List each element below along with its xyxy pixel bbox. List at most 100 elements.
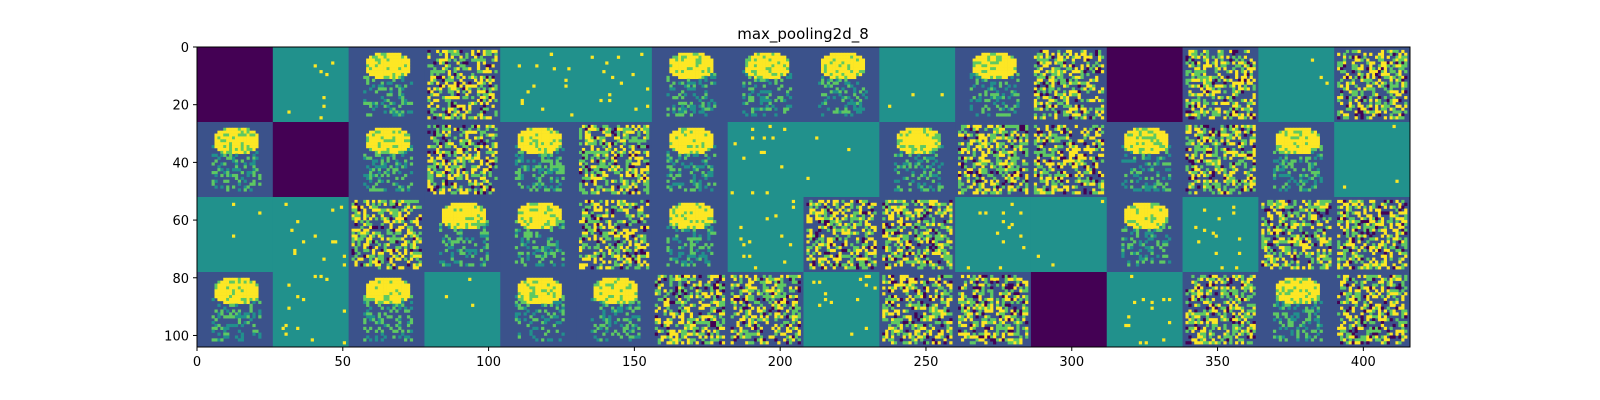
- tile-pixel: [850, 58, 854, 62]
- tile-pixel: [453, 67, 457, 71]
- tile-pixel: [672, 130, 676, 134]
- tile-pixel: [1004, 176, 1008, 180]
- tile-pixel: [1202, 104, 1207, 108]
- tile-pixel: [441, 70, 446, 74]
- tile-pixel: [666, 78, 670, 82]
- tile-pixel: [371, 130, 376, 134]
- tile-pixel: [494, 52, 498, 56]
- tile-pixel: [590, 176, 594, 180]
- tile-pixel: [908, 147, 912, 152]
- tile-pixel: [1194, 153, 1198, 157]
- tile-pixel: [701, 70, 705, 74]
- tile-pixel: [1235, 168, 1239, 172]
- tile-pixel: [993, 96, 997, 100]
- tile-pixel: [590, 188, 594, 192]
- tile-pixel: [1095, 96, 1099, 100]
- tile-pixel: [937, 188, 941, 192]
- tile-pixel: [1404, 61, 1408, 65]
- tile-pixel: [1048, 147, 1052, 152]
- tile-pixel: [1063, 78, 1067, 82]
- tile-pixel: [631, 182, 635, 186]
- tile-pixel: [433, 136, 437, 140]
- tile-pixel: [768, 61, 772, 65]
- tile-pixel: [966, 168, 971, 172]
- tile-pixel: [584, 130, 589, 134]
- tile-pixel: [436, 98, 440, 103]
- tile-pixel: [678, 113, 682, 117]
- tile-pixel: [995, 113, 1000, 117]
- tile-pixel: [995, 124, 1000, 129]
- tile-pixel: [713, 145, 717, 149]
- tile-pixel: [1197, 113, 1201, 117]
- tile-pixel: [229, 145, 233, 149]
- tile-pixel: [928, 150, 933, 155]
- tile-pixel: [672, 145, 676, 149]
- tile-pixel: [555, 145, 559, 149]
- tile-pixel: [1208, 75, 1213, 80]
- tile-pixel: [535, 133, 539, 137]
- tile-pixel: [1360, 107, 1364, 111]
- tile-pixel: [1188, 147, 1192, 152]
- tile-pixel: [681, 75, 685, 80]
- tile-pixel: [1019, 147, 1023, 152]
- tile-pixel: [1366, 81, 1370, 85]
- tile-pixel: [1135, 188, 1140, 192]
- tile-pixel: [1200, 133, 1204, 137]
- tile-pixel: [753, 55, 758, 59]
- tile-pixel: [1185, 110, 1189, 114]
- tile-pixel: [1340, 110, 1344, 114]
- tile-pixel: [1226, 101, 1230, 105]
- tile-pixel: [313, 64, 317, 68]
- tile-pixel: [476, 61, 481, 65]
- tile-pixel: [1404, 64, 1408, 68]
- tile-pixel: [1051, 168, 1055, 172]
- tile-pixel: [759, 67, 763, 71]
- tile-pixel: [689, 179, 693, 183]
- tile-pixel: [928, 139, 933, 143]
- tile-pixel: [753, 72, 758, 77]
- tile-pixel: [686, 58, 691, 62]
- tile-pixel: [1054, 133, 1058, 137]
- tile-pixel: [855, 58, 860, 62]
- tile-pixel: [383, 162, 387, 166]
- tile-pixel: [1342, 113, 1347, 117]
- tile-pixel: [1092, 188, 1096, 192]
- tile-pixel: [605, 130, 609, 134]
- tile-pixel: [581, 153, 586, 157]
- tile-pixel: [1039, 49, 1043, 54]
- tile-pixel: [234, 130, 239, 134]
- tile-pixel: [751, 55, 755, 59]
- tile-pixel: [1150, 136, 1154, 140]
- tile-pixel: [538, 136, 542, 140]
- tile-pixel: [672, 107, 676, 111]
- tile-pixel: [1141, 156, 1145, 160]
- tile-pixel: [395, 188, 399, 192]
- tile-pixel: [485, 150, 489, 155]
- tile-pixel: [543, 171, 548, 175]
- tile-pixel: [1220, 55, 1224, 59]
- tile-pixel: [1124, 159, 1128, 163]
- tile-pixel: [450, 182, 454, 186]
- tile-pixel: [1124, 147, 1128, 152]
- tile-pixel: [1237, 130, 1242, 134]
- tile-pixel: [433, 116, 437, 120]
- tile-pixel: [858, 90, 863, 94]
- tile-pixel: [689, 130, 693, 134]
- tile-pixel: [366, 145, 370, 149]
- tile-pixel: [453, 165, 457, 169]
- tile-pixel: [987, 72, 991, 77]
- tile-pixel: [406, 142, 411, 146]
- tile-pixel: [1159, 145, 1163, 149]
- tile-pixel: [899, 150, 903, 155]
- tile-pixel: [998, 130, 1003, 134]
- tile-pixel: [599, 159, 603, 163]
- tile-pixel: [1033, 150, 1038, 155]
- tile-pixel: [1363, 107, 1367, 111]
- tile-pixel: [240, 130, 244, 134]
- tile-pixel: [441, 130, 446, 134]
- tile-pixel: [625, 185, 629, 189]
- tile-pixel: [479, 75, 484, 80]
- tile-pixel: [1348, 75, 1352, 80]
- tile-pixel: [427, 171, 431, 175]
- tile-pixel: [1060, 58, 1064, 62]
